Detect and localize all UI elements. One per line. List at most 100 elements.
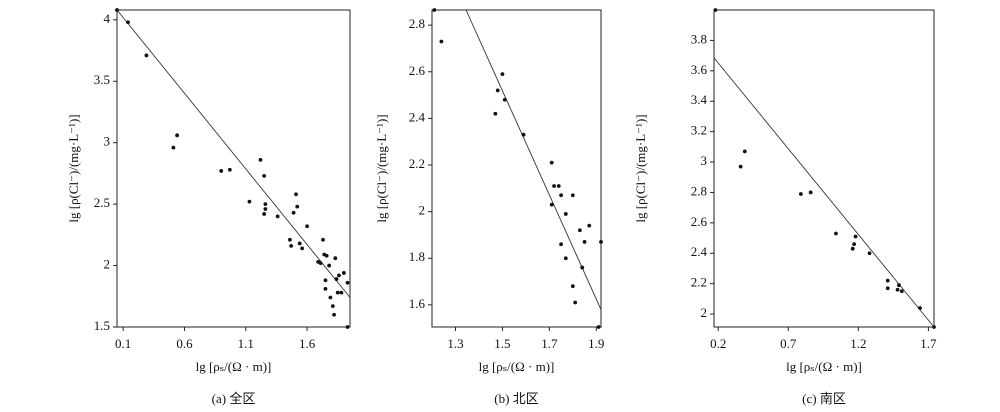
y-tick-label: 3.2 xyxy=(691,123,707,138)
data-point xyxy=(596,325,601,329)
data-point xyxy=(899,289,904,294)
plot-frame xyxy=(116,9,351,328)
panel-caption: (b) 北区 xyxy=(494,391,538,406)
x-tick-label: 1.3 xyxy=(447,336,463,351)
y-tick-label: 2.8 xyxy=(691,183,707,198)
data-point xyxy=(439,39,444,44)
data-point xyxy=(323,278,328,283)
data-point xyxy=(556,184,561,188)
data-point xyxy=(885,286,890,291)
data-point xyxy=(495,88,500,93)
data-point xyxy=(327,263,332,268)
y-tick-label: 4 xyxy=(104,11,111,26)
data-point xyxy=(521,132,526,137)
data-point xyxy=(219,169,224,173)
data-point xyxy=(321,237,325,242)
data-point xyxy=(895,287,900,292)
x-axis-label: lg [ρₛ/(Ω · m)] xyxy=(479,359,555,374)
y-tick-label: 2.6 xyxy=(409,63,426,78)
data-point xyxy=(258,157,263,162)
fit-line xyxy=(713,57,935,328)
data-point xyxy=(337,273,341,278)
y-tick-label: 2.8 xyxy=(409,16,425,31)
data-point xyxy=(318,261,323,266)
data-point xyxy=(330,304,335,309)
y-tick-label: 3 xyxy=(701,153,708,168)
data-point xyxy=(126,20,130,25)
data-point xyxy=(341,271,346,275)
y-tick-label: 3 xyxy=(104,134,111,149)
x-tick-label: 1.6 xyxy=(299,336,316,351)
data-point xyxy=(897,283,901,288)
x-tick-label: 1.2 xyxy=(850,336,866,351)
data-point xyxy=(345,280,350,285)
data-point xyxy=(432,8,437,12)
data-point xyxy=(867,251,872,256)
x-tick-label: 1.5 xyxy=(494,336,510,351)
data-point xyxy=(144,53,149,58)
data-point xyxy=(582,240,587,244)
plot-frame xyxy=(431,9,602,328)
data-point xyxy=(742,149,747,154)
y-tick-label: 3.8 xyxy=(691,31,707,46)
data-point xyxy=(333,256,338,261)
x-tick-label: 1.7 xyxy=(920,336,937,351)
data-point xyxy=(334,277,339,281)
data-point xyxy=(808,190,813,195)
data-point xyxy=(573,300,578,305)
y-tick-label: 2.4 xyxy=(691,244,708,259)
data-point xyxy=(549,160,554,165)
data-point xyxy=(227,167,232,172)
data-point xyxy=(853,234,858,239)
y-axis-label: lg [ρ(Cl⁻)/(mg·L⁻¹)] xyxy=(633,114,648,222)
data-point xyxy=(289,244,294,248)
data-point xyxy=(263,207,268,211)
y-tick-label: 1.6 xyxy=(409,296,426,311)
data-point xyxy=(247,199,252,204)
y-tick-label: 2.6 xyxy=(691,214,708,229)
data-point xyxy=(324,253,329,258)
y-tick-label: 2 xyxy=(104,257,111,272)
data-point xyxy=(288,237,292,242)
data-point xyxy=(570,284,575,289)
data-point xyxy=(345,325,350,329)
x-axis-label: lg [ρₛ/(Ω · m)] xyxy=(786,359,862,374)
y-tick-label: 2 xyxy=(701,305,708,320)
data-point xyxy=(798,192,803,196)
y-tick-label: 3.5 xyxy=(94,72,110,87)
data-point xyxy=(577,228,582,233)
y-tick-label: 3.6 xyxy=(691,62,708,77)
data-point xyxy=(297,241,302,246)
data-point xyxy=(295,204,300,209)
panel-caption: (a) 全区 xyxy=(212,391,256,406)
data-point xyxy=(500,72,505,76)
data-point xyxy=(300,246,305,251)
plot-frame xyxy=(713,9,935,328)
x-tick-label: 1.9 xyxy=(588,336,604,351)
y-tick-label: 2.2 xyxy=(409,156,425,171)
x-tick-label: 0.6 xyxy=(176,336,193,351)
data-point xyxy=(552,184,556,188)
panel-caption: (c) 南区 xyxy=(802,391,846,406)
data-point xyxy=(328,295,333,300)
y-tick-label: 2 xyxy=(419,203,426,218)
data-point xyxy=(885,278,890,283)
data-point xyxy=(563,256,568,261)
x-tick-label: 1.7 xyxy=(541,336,558,351)
data-point xyxy=(570,193,575,198)
data-point xyxy=(305,224,309,229)
data-point xyxy=(323,287,328,291)
y-axis-label: lg [ρ(Cl⁻)/(mg·L⁻¹)] xyxy=(374,114,389,222)
fit-line xyxy=(465,9,602,310)
data-point xyxy=(332,312,336,317)
fit-line xyxy=(116,9,351,298)
data-point xyxy=(932,325,936,329)
x-tick-label: 0.7 xyxy=(780,336,797,351)
data-point xyxy=(738,164,743,169)
data-point xyxy=(559,193,563,198)
panel: 2 2.2 2.4 2.6 2.8 3 3.2 3.4 3.6 3.8 0.2 0.7 1.2 1.7 lg… xyxy=(633,8,937,406)
data-point xyxy=(549,202,554,207)
y-tick-label: 1.5 xyxy=(94,318,110,333)
data-point xyxy=(171,145,176,150)
